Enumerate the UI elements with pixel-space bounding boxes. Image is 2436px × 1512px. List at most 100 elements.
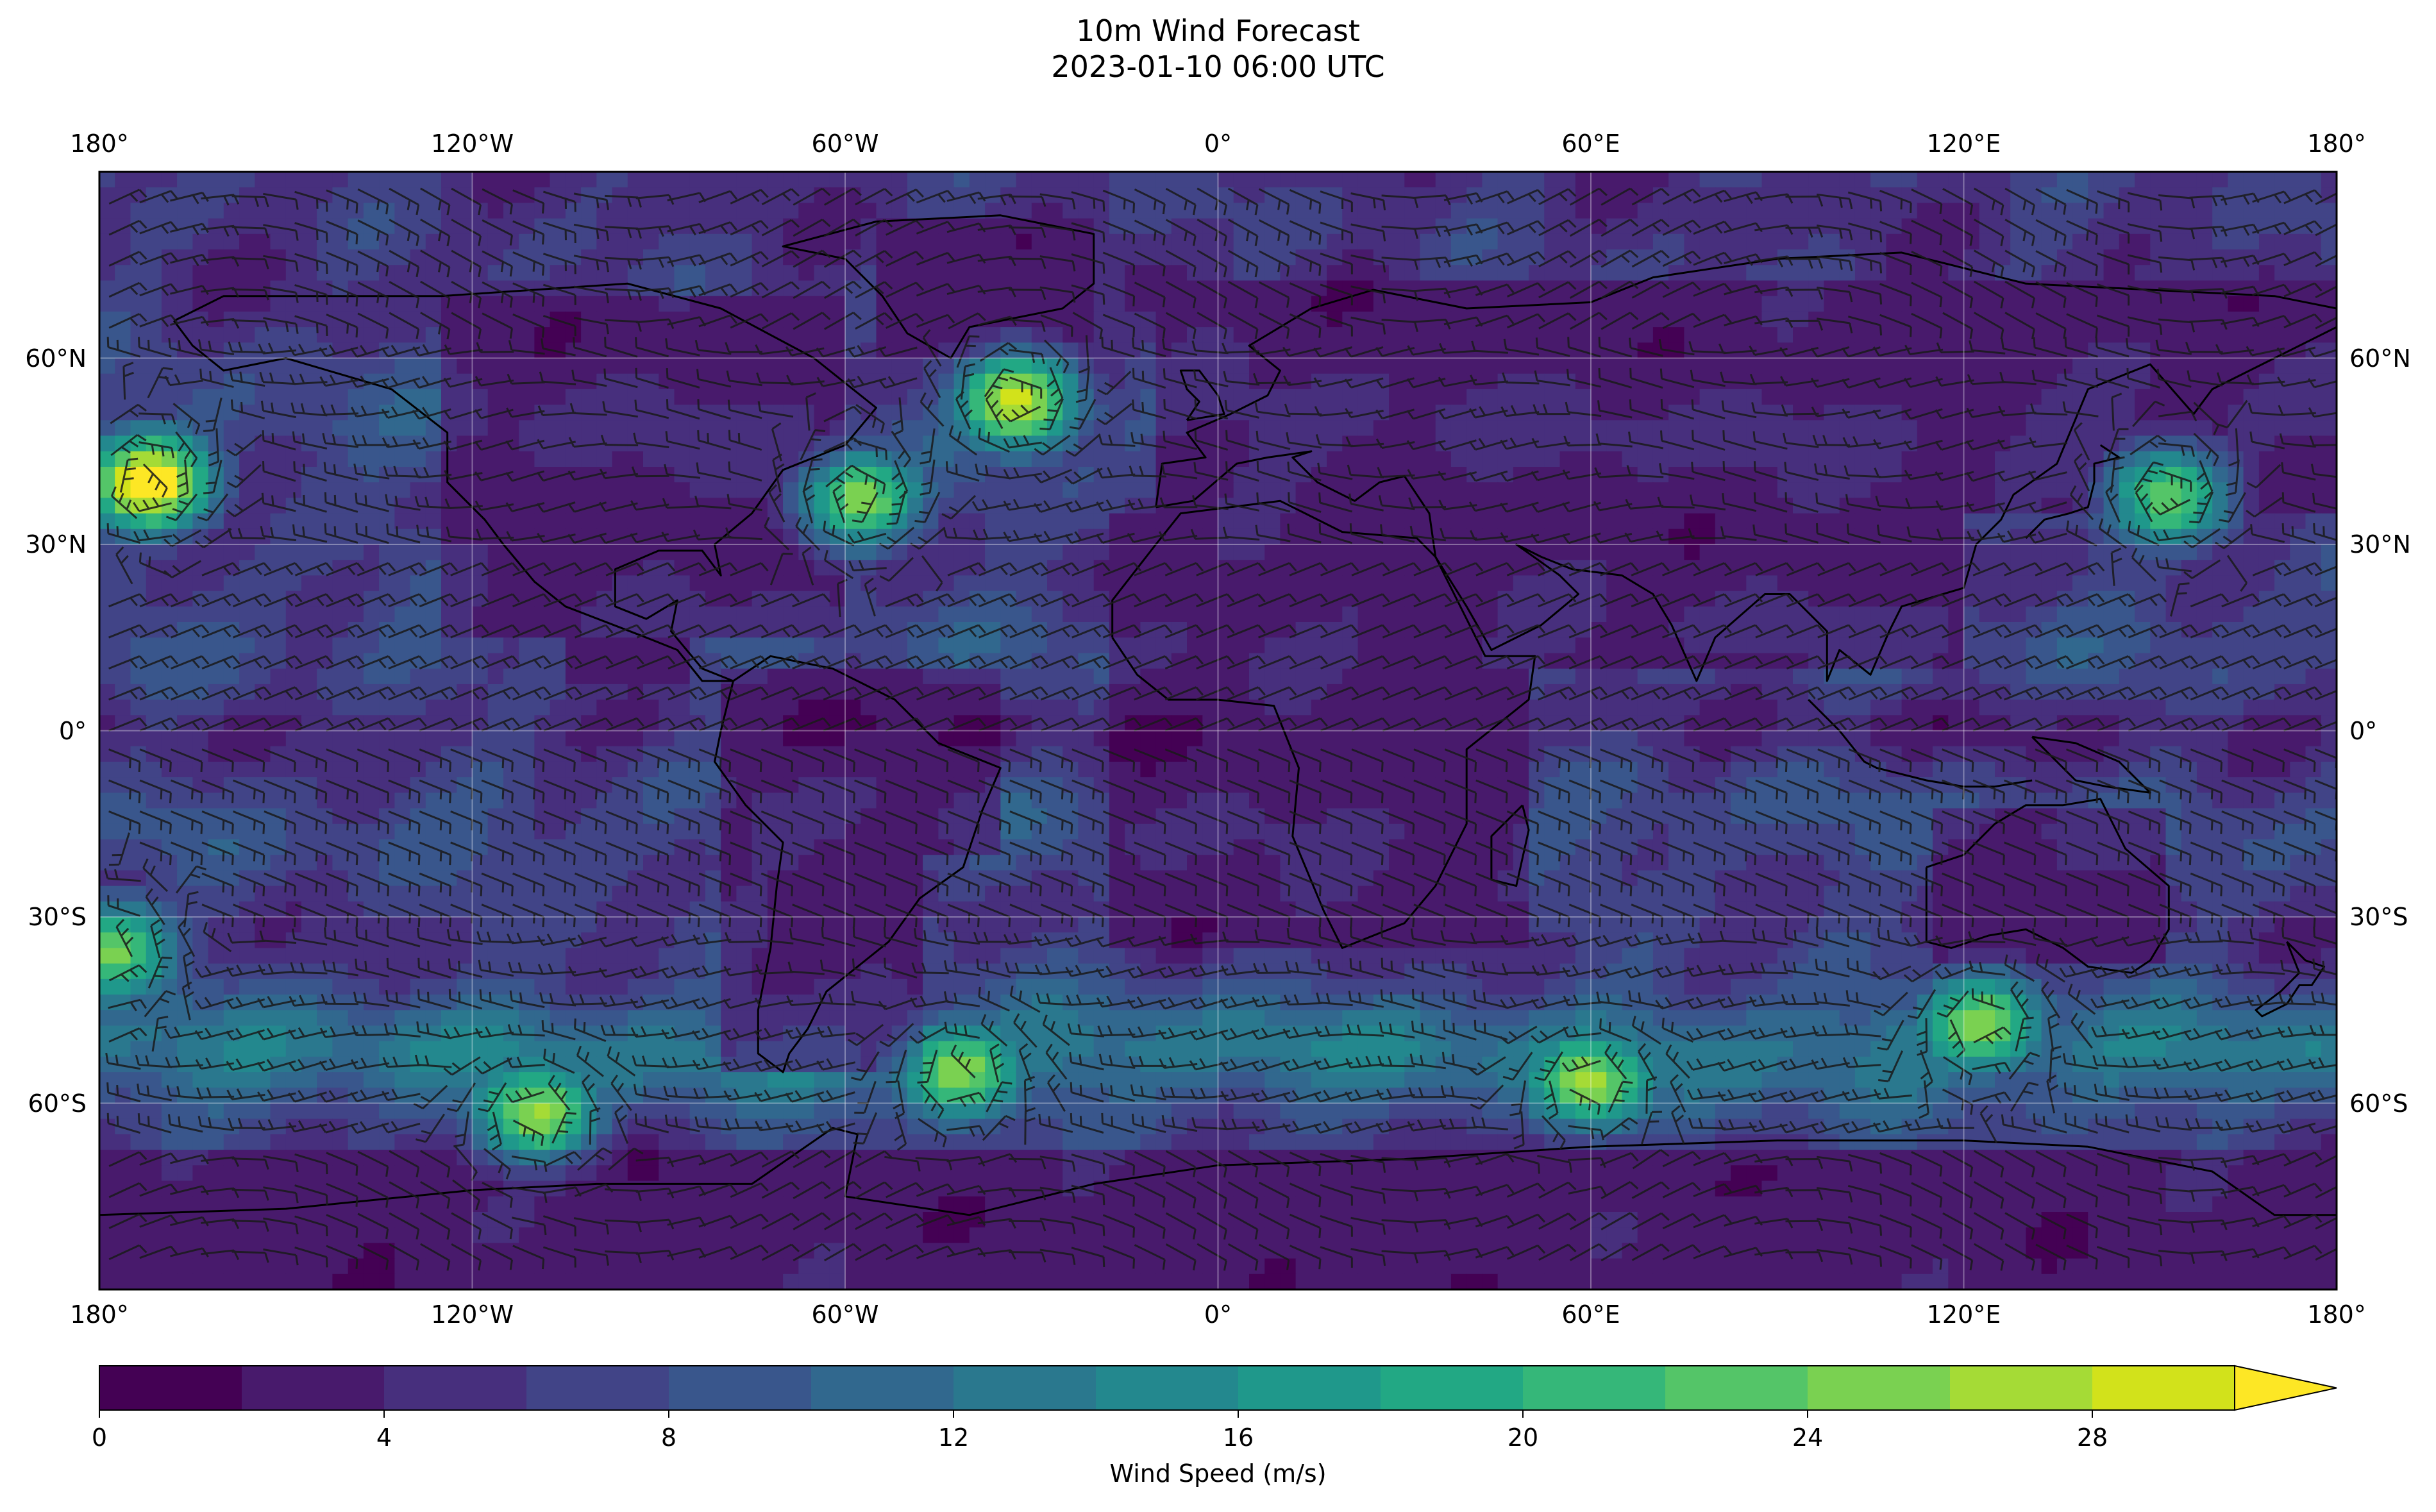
field-cell: [1684, 172, 1700, 188]
field-cell: [2026, 451, 2042, 467]
field-cell: [861, 234, 877, 250]
field-cell: [1342, 389, 1358, 405]
field-cell: [1436, 265, 1452, 281]
field-cell: [2072, 575, 2088, 591]
field-cell: [581, 389, 597, 405]
field-cell: [379, 607, 395, 623]
field-cell: [1902, 234, 1918, 250]
field-cell: [2026, 607, 2042, 623]
field-cell: [519, 544, 535, 560]
field-cell: [1886, 265, 1902, 281]
field-cell: [1731, 544, 1747, 560]
field-cell: [1964, 482, 1980, 498]
field-cell: [845, 607, 861, 623]
field-cell: [208, 296, 224, 312]
field-cell: [1358, 700, 1374, 716]
field-cell: [628, 514, 644, 530]
field-cell: [1373, 544, 1390, 560]
field-cell: [1917, 420, 1933, 436]
field-cell: [208, 327, 224, 343]
field-cell: [814, 405, 830, 421]
field-cell: [2212, 358, 2228, 374]
field-cell: [830, 451, 846, 467]
field-cell: [192, 405, 208, 421]
field-cell: [1109, 451, 1125, 467]
field-cell: [488, 342, 504, 358]
field-cell: [271, 544, 287, 560]
field-cell: [286, 544, 302, 560]
field-cell: [1886, 327, 1902, 343]
field-cell: [2244, 498, 2260, 514]
field-cell: [1886, 451, 1902, 467]
field-cell: [1544, 389, 1560, 405]
field-cell: [2042, 575, 2058, 591]
field-cell: [332, 544, 348, 560]
field-cell: [1436, 514, 1452, 530]
field-cell: [2166, 420, 2182, 436]
field-cell: [1575, 700, 1592, 716]
field-cell: [1016, 234, 1032, 250]
field-cell: [1078, 607, 1094, 623]
field-cell: [643, 172, 659, 188]
field-cell: [2010, 544, 2026, 560]
field-cell: [99, 172, 115, 188]
field-cell: [985, 514, 1001, 530]
field-cell: [1840, 575, 1856, 591]
field-cell: [845, 234, 861, 250]
field-cell: [1933, 420, 1949, 436]
field-cell: [1715, 669, 1731, 685]
field-cell: [1855, 172, 1871, 188]
field-cell: [224, 575, 240, 591]
field-cell: [845, 172, 861, 188]
field-cell: [659, 544, 675, 560]
field-cell: [192, 467, 208, 483]
field-cell: [1436, 203, 1452, 219]
field-cell: [1575, 203, 1592, 219]
field-cell: [1870, 575, 1886, 591]
field-cell: [1731, 342, 1747, 358]
field-cell: [99, 234, 115, 250]
field-cell: [457, 234, 473, 250]
field-cell: [1420, 669, 1436, 685]
field-cell: [457, 669, 473, 685]
field-cell: [473, 358, 489, 374]
field-cell: [2290, 482, 2306, 498]
field-cell: [1638, 514, 1654, 530]
field-cell: [1668, 172, 1684, 188]
field-cell: [1777, 358, 1793, 374]
field-cell: [892, 669, 908, 685]
field-cell: [1000, 669, 1016, 685]
field-cell: [830, 327, 846, 343]
field-cell: [1917, 358, 1933, 374]
field-cell: [1202, 637, 1218, 653]
field-cell: [239, 420, 255, 436]
field-cell: [426, 358, 442, 374]
field-cell: [503, 700, 519, 716]
field-cell: [1513, 420, 1529, 436]
field-cell: [814, 575, 830, 591]
field-cell: [2274, 389, 2290, 405]
field-cell: [1311, 358, 1327, 374]
field-cell: [1032, 700, 1048, 716]
field-cell: [736, 637, 752, 653]
field-cell: [2306, 420, 2322, 436]
field-cell: [2119, 389, 2135, 405]
field-cell: [1715, 637, 1731, 653]
field-cell: [1700, 420, 1716, 436]
field-cell: [954, 265, 970, 281]
field-cell: [1296, 234, 1312, 250]
field-cell: [1436, 374, 1452, 390]
field-cell: [2259, 544, 2275, 560]
field-cell: [1482, 669, 1498, 685]
field-cell: [348, 420, 364, 436]
field-cell: [1482, 637, 1498, 653]
field-cell: [1016, 514, 1032, 530]
field-cell: [752, 669, 768, 685]
field-cell: [938, 669, 954, 685]
field-cell: [1808, 451, 1824, 467]
field-cell: [1668, 203, 1684, 219]
field-cell: [2274, 669, 2290, 685]
field-cell: [1746, 669, 1762, 685]
field-cell: [985, 482, 1001, 498]
